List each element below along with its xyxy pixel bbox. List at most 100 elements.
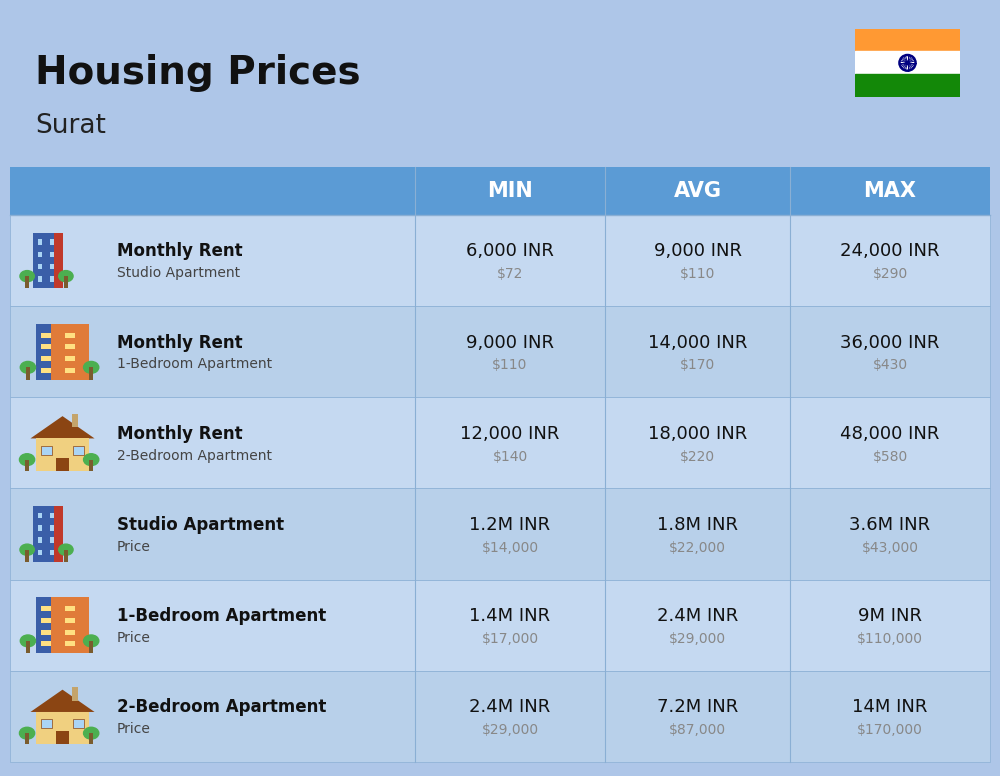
Text: 1.4M INR: 1.4M INR [469,607,551,625]
FancyBboxPatch shape [73,445,84,455]
FancyBboxPatch shape [72,414,78,428]
FancyBboxPatch shape [41,356,51,361]
Text: $220: $220 [680,449,715,463]
FancyBboxPatch shape [89,367,93,379]
Circle shape [84,454,99,466]
Circle shape [84,727,99,739]
FancyBboxPatch shape [89,733,93,744]
FancyBboxPatch shape [25,733,29,744]
FancyBboxPatch shape [41,630,51,635]
FancyBboxPatch shape [50,538,54,543]
FancyBboxPatch shape [65,356,75,361]
FancyBboxPatch shape [10,580,990,670]
FancyBboxPatch shape [41,368,51,373]
FancyBboxPatch shape [41,345,51,349]
Circle shape [20,271,34,282]
FancyBboxPatch shape [50,239,54,245]
FancyBboxPatch shape [56,458,69,471]
FancyBboxPatch shape [36,324,51,379]
Text: 36,000 INR: 36,000 INR [840,334,940,352]
FancyBboxPatch shape [33,233,62,289]
Circle shape [20,635,36,646]
FancyBboxPatch shape [41,606,51,611]
FancyBboxPatch shape [38,525,42,531]
Bar [855,74,960,97]
FancyBboxPatch shape [89,641,93,653]
Text: 14,000 INR: 14,000 INR [648,334,747,352]
Text: AVG: AVG [674,181,722,201]
FancyBboxPatch shape [10,670,990,762]
FancyBboxPatch shape [10,215,990,306]
Text: $140: $140 [492,449,528,463]
FancyBboxPatch shape [36,712,89,744]
Text: 2-Bedroom Apartment: 2-Bedroom Apartment [117,449,272,462]
Text: 3.6M INR: 3.6M INR [849,516,931,534]
Text: 2-Bedroom Apartment: 2-Bedroom Apartment [117,698,326,716]
Text: $29,000: $29,000 [669,632,726,646]
FancyBboxPatch shape [25,459,29,471]
Text: $110: $110 [492,359,528,372]
Polygon shape [30,416,95,438]
FancyBboxPatch shape [41,445,52,455]
Text: $170,000: $170,000 [857,723,923,737]
FancyBboxPatch shape [73,719,84,728]
Text: 2.4M INR: 2.4M INR [657,607,738,625]
Text: 9M INR: 9M INR [858,607,922,625]
Bar [855,29,960,51]
Text: Monthly Rent: Monthly Rent [117,334,243,352]
Text: MAX: MAX [864,181,916,201]
Text: 2.4M INR: 2.4M INR [469,698,551,716]
FancyBboxPatch shape [25,276,29,289]
Circle shape [19,454,35,466]
FancyBboxPatch shape [36,324,89,379]
Text: $110,000: $110,000 [857,632,923,646]
Text: $580: $580 [872,449,908,463]
Circle shape [906,61,909,64]
FancyBboxPatch shape [26,367,30,379]
FancyBboxPatch shape [38,549,42,556]
Circle shape [84,362,99,373]
Circle shape [84,635,99,646]
FancyBboxPatch shape [50,251,54,257]
Text: Studio Apartment: Studio Apartment [117,266,240,280]
Text: $43,000: $43,000 [862,541,918,555]
FancyBboxPatch shape [36,598,89,653]
Text: 1-Bedroom Apartment: 1-Bedroom Apartment [117,607,326,625]
FancyBboxPatch shape [50,264,54,269]
FancyBboxPatch shape [38,264,42,269]
FancyBboxPatch shape [41,719,52,728]
FancyBboxPatch shape [10,306,990,397]
FancyBboxPatch shape [10,397,990,489]
FancyBboxPatch shape [25,549,29,562]
Text: 1-Bedroom Apartment: 1-Bedroom Apartment [117,358,272,372]
FancyBboxPatch shape [65,630,75,635]
Text: 18,000 INR: 18,000 INR [648,424,747,443]
FancyBboxPatch shape [38,538,42,543]
FancyBboxPatch shape [38,513,42,518]
FancyBboxPatch shape [50,525,54,531]
Text: MIN: MIN [487,181,533,201]
Text: $110: $110 [680,267,715,281]
FancyBboxPatch shape [64,549,68,562]
FancyBboxPatch shape [72,688,78,701]
Circle shape [59,544,73,556]
FancyBboxPatch shape [41,333,51,338]
FancyBboxPatch shape [65,642,75,646]
FancyBboxPatch shape [64,276,68,289]
FancyBboxPatch shape [41,642,51,646]
Text: $22,000: $22,000 [669,541,726,555]
Text: 9,000 INR: 9,000 INR [466,334,554,352]
Text: 9,000 INR: 9,000 INR [654,242,742,261]
FancyBboxPatch shape [65,618,75,623]
FancyBboxPatch shape [89,459,93,471]
FancyBboxPatch shape [33,506,62,562]
FancyBboxPatch shape [38,276,42,282]
FancyBboxPatch shape [38,239,42,245]
Text: $29,000: $29,000 [481,723,539,737]
Text: Price: Price [117,631,151,645]
FancyBboxPatch shape [10,489,990,580]
Polygon shape [30,690,95,712]
FancyBboxPatch shape [38,251,42,257]
Text: 24,000 INR: 24,000 INR [840,242,940,261]
FancyBboxPatch shape [50,549,54,556]
